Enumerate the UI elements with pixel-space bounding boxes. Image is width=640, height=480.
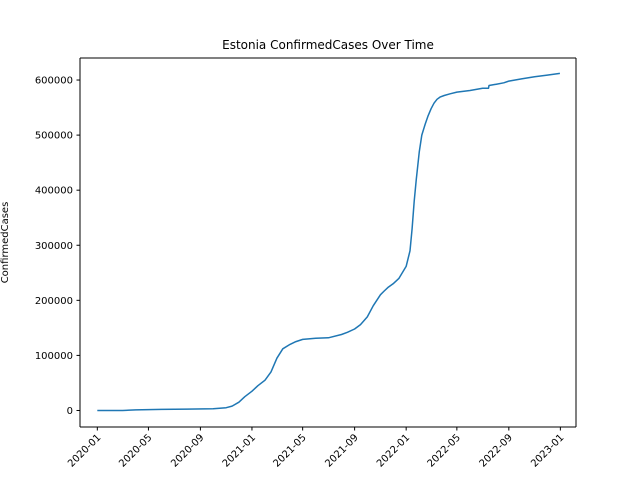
x-tick-label: 2022-09 bbox=[478, 432, 515, 469]
series-line bbox=[97, 72, 561, 412]
x-tick-label: 2020-09 bbox=[169, 432, 206, 469]
x-tick-label: 2020-05 bbox=[117, 432, 154, 469]
x-tick-label: 2020-01 bbox=[66, 432, 103, 469]
y-axis-label: ConfirmedCases bbox=[0, 202, 11, 284]
y-tick-label: 100000 bbox=[35, 351, 73, 362]
y-tick-label: 400000 bbox=[35, 186, 73, 197]
y-tick-label: 300000 bbox=[35, 241, 73, 252]
x-axis-ticks: 2020-01 2020-05 2020-09 2021-01 2021-05 2021-… bbox=[66, 427, 566, 470]
x-tick-label: 2021-09 bbox=[323, 432, 360, 469]
y-axis-ticks: 0 100000 200000 300000 400000 500000 600000 bbox=[35, 76, 80, 417]
y-tick-label: 0 bbox=[67, 406, 73, 417]
x-tick-label: 2022-05 bbox=[426, 432, 463, 469]
x-tick-label: 2022-01 bbox=[375, 432, 412, 469]
y-tick-label: 200000 bbox=[35, 296, 73, 307]
y-tick-label: 600000 bbox=[35, 76, 73, 87]
x-tick-label: 2023-01 bbox=[529, 432, 566, 469]
plot-background bbox=[80, 58, 576, 427]
y-tick-label: 500000 bbox=[35, 131, 73, 142]
x-tick-label: 2021-05 bbox=[271, 432, 308, 469]
series-layer bbox=[97, 72, 561, 412]
chart-title: Estonia ConfirmedCases Over Time bbox=[222, 38, 434, 52]
axes-frame bbox=[79, 57, 577, 428]
x-tick-label: 2021-01 bbox=[221, 432, 258, 469]
